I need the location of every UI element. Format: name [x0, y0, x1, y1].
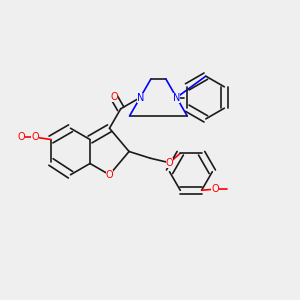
Text: O: O [32, 132, 39, 142]
Text: N: N [136, 92, 144, 103]
Text: O: O [18, 132, 25, 142]
Text: O: O [110, 92, 118, 102]
Text: O: O [106, 170, 113, 180]
Text: O: O [166, 158, 173, 168]
Text: N: N [173, 92, 180, 103]
Text: O: O [211, 184, 219, 194]
